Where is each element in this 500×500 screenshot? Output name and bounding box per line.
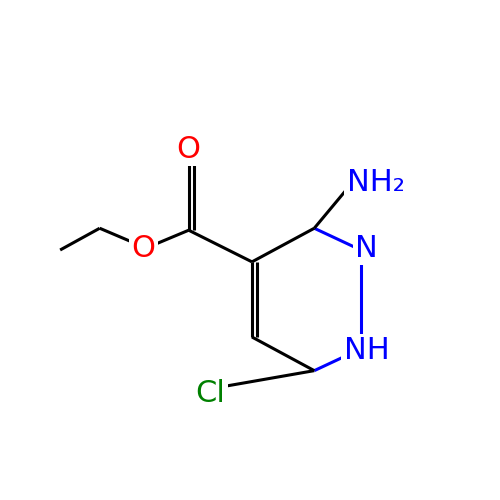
Text: NH₂: NH₂ <box>347 168 405 198</box>
Text: N: N <box>356 234 378 262</box>
Text: Cl: Cl <box>196 379 226 408</box>
Text: O: O <box>131 234 155 262</box>
Text: O: O <box>176 134 201 164</box>
Text: NH: NH <box>344 336 390 366</box>
